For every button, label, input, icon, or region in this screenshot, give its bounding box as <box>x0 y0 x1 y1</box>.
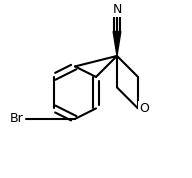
Text: O: O <box>139 102 149 115</box>
Text: N: N <box>112 3 122 16</box>
Text: Br: Br <box>10 112 23 125</box>
Polygon shape <box>113 32 121 56</box>
